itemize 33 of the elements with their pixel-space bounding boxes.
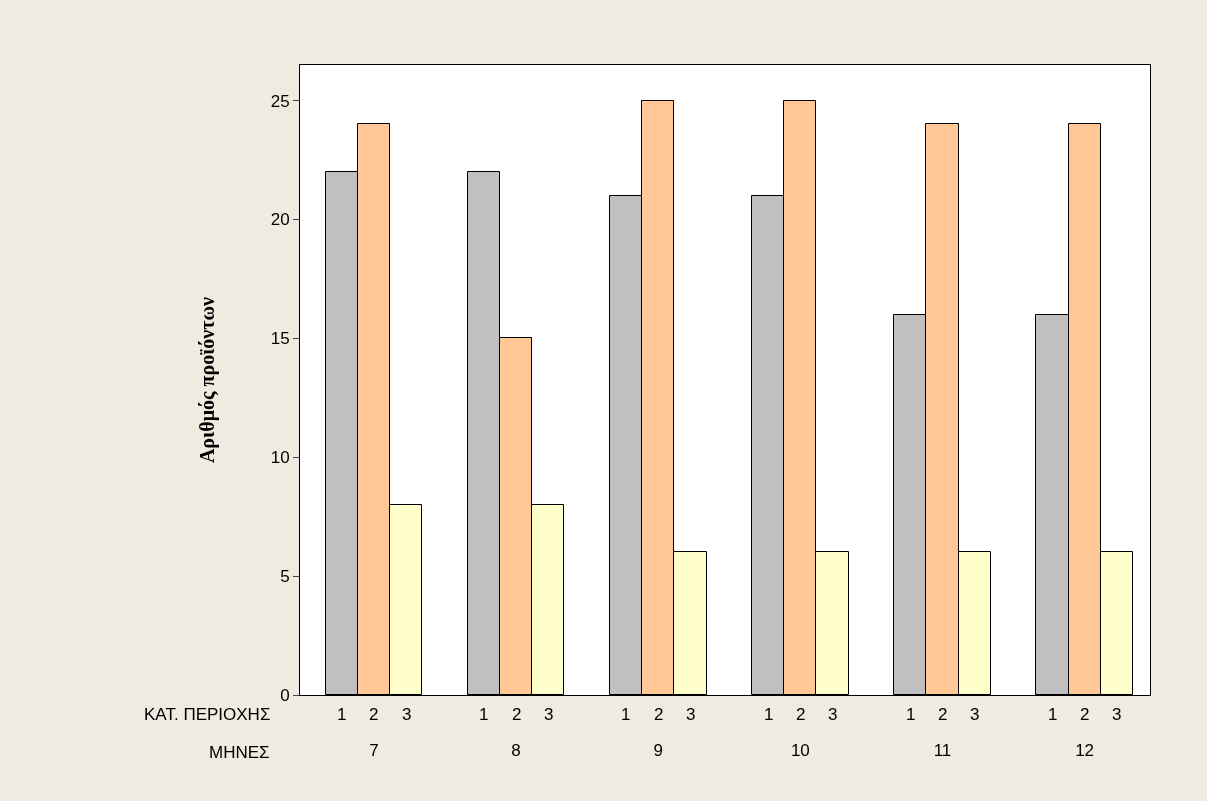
y-tick-label: 0 xyxy=(280,685,290,705)
x-axis-title: ΜΗΝΕΣ xyxy=(209,743,270,762)
y-tick-label: 25 xyxy=(270,91,290,111)
text: 3 xyxy=(828,705,838,724)
y-tick-label: 5 xyxy=(280,567,290,587)
text: 2 xyxy=(938,705,948,724)
series-label: 3 xyxy=(402,705,412,724)
x-tick-label: 12 xyxy=(1075,741,1095,761)
x-tick-label: 7 xyxy=(369,741,379,761)
text: 1 xyxy=(764,705,774,724)
series-label: 2 xyxy=(369,705,379,724)
y-tick-label: 10 xyxy=(270,448,290,468)
text: 1 xyxy=(479,705,489,724)
x-tick-label: 11 xyxy=(933,741,952,761)
x-tick-label: 8 xyxy=(511,741,521,761)
text: 1 xyxy=(621,705,631,724)
text: 1 xyxy=(1048,705,1058,724)
text: 2 xyxy=(654,705,664,724)
x-tick-label: 10 xyxy=(790,741,810,761)
x-tick-label: 9 xyxy=(653,741,663,761)
text: 1 xyxy=(906,705,916,724)
text: 3 xyxy=(544,705,554,724)
text: 2 xyxy=(796,705,806,724)
text: 2 xyxy=(1080,705,1090,724)
series-label: 1 xyxy=(337,705,347,724)
y-axis-title: Αριθμός προϊόντων xyxy=(196,296,220,464)
text: 3 xyxy=(686,705,696,724)
legend-title: ΚΑΤ. ΠΕΡΙΟΧΗΣ xyxy=(144,705,271,724)
y-tick-label: 20 xyxy=(270,210,290,230)
text: 2 xyxy=(512,705,522,724)
text: 3 xyxy=(970,705,980,724)
text: 3 xyxy=(1112,705,1122,724)
y-tick-label: 15 xyxy=(270,329,290,349)
